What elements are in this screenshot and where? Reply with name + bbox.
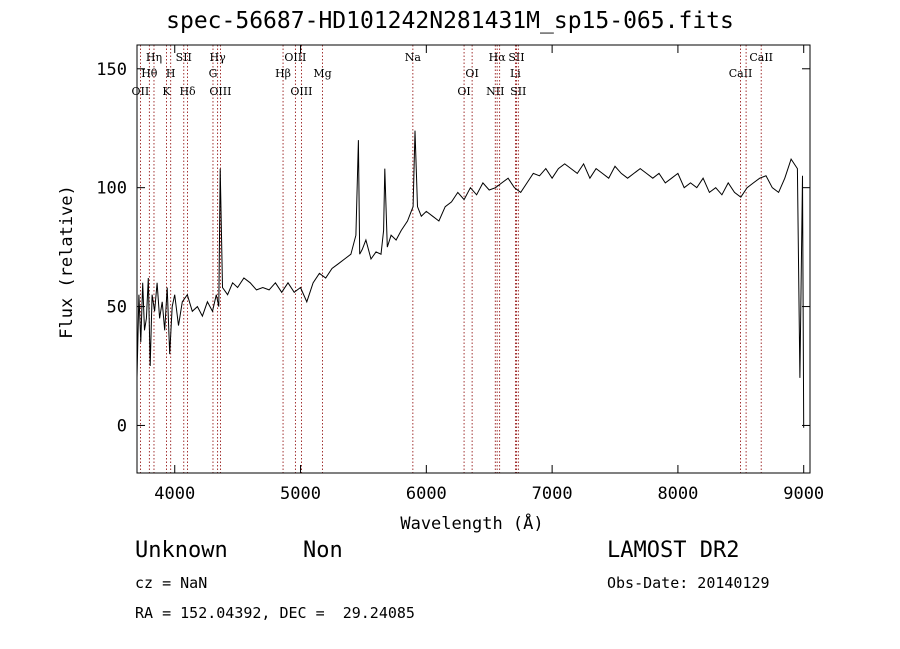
- line-marker-label-0: OII: [132, 85, 150, 98]
- line-marker-label-12: OIII: [290, 85, 312, 98]
- line-marker-label-11: OIII: [284, 51, 306, 64]
- line-marker-label-17: NII: [486, 85, 504, 98]
- y-tick-label-1: 50: [107, 298, 127, 318]
- line-marker-label-23: CaII: [729, 67, 753, 80]
- object-class: Unknown: [135, 538, 228, 563]
- line-marker-label-21: SII: [508, 51, 524, 64]
- line-marker-label-10: Hβ: [275, 67, 291, 80]
- line-marker-label-25: CaII: [749, 51, 773, 64]
- line-marker-label-3: K: [162, 85, 171, 98]
- line-marker-label-2: Hη: [146, 51, 162, 64]
- y-tick-label-3: 150: [96, 60, 127, 80]
- x-tick-label-2: 6000: [406, 484, 447, 504]
- line-marker-label-15: OI: [457, 85, 470, 98]
- x-tick-label-3: 7000: [532, 484, 573, 504]
- plot-frame: [136, 44, 811, 474]
- line-marker-label-16: OI: [465, 67, 478, 80]
- chart-title: spec-56687-HD101242N281431M_sp15-065.fit…: [166, 8, 734, 34]
- line-marker-label-5: SII: [176, 51, 192, 64]
- survey-name: LAMOST DR2: [607, 538, 740, 563]
- line-marker-label-9: OIII: [209, 85, 231, 98]
- line-marker-label-4: H: [166, 67, 176, 80]
- x-axis-label: Wavelength (Å): [400, 512, 543, 534]
- coordinates: RA = 152.04392, DEC = 29.24085: [135, 604, 415, 622]
- line-marker-label-14: Na: [405, 51, 422, 64]
- x-tick-label-5: 9000: [783, 484, 824, 504]
- y-axis-label: Flux (relative): [57, 185, 77, 339]
- x-tick-label-0: 4000: [154, 484, 195, 504]
- x-tick-label-1: 5000: [280, 484, 321, 504]
- object-subclass: Non: [303, 538, 343, 563]
- axis-ticks: 4000 5000 6000 7000 8000 9000 0 50 100 150: [96, 45, 824, 504]
- y-tick-label-2: 100: [96, 179, 127, 199]
- line-marker-label-6: Hδ: [179, 85, 196, 98]
- observation-date: Obs-Date: 20140129: [607, 574, 770, 592]
- line-marker-label-13: Mg: [313, 67, 331, 80]
- spectrum-line: [136, 130, 805, 428]
- spectrum-series: [136, 130, 805, 428]
- line-marker-label-18: Hα: [489, 51, 507, 64]
- line-marker-label-22: SII: [510, 85, 526, 98]
- y-tick-label-0: 0: [117, 416, 127, 436]
- line-marker-label-8: Hγ: [210, 51, 227, 64]
- redshift-cz: cz = NaN: [135, 574, 208, 592]
- line-marker-label-7: G: [209, 67, 218, 80]
- spectral-line-markers: OIIHθHηKHSIIHδGHγOIIIHβOIIIOIIIMgNaOIOIN…: [132, 45, 773, 473]
- line-marker-label-20: Li: [510, 67, 521, 80]
- x-tick-label-4: 8000: [657, 484, 698, 504]
